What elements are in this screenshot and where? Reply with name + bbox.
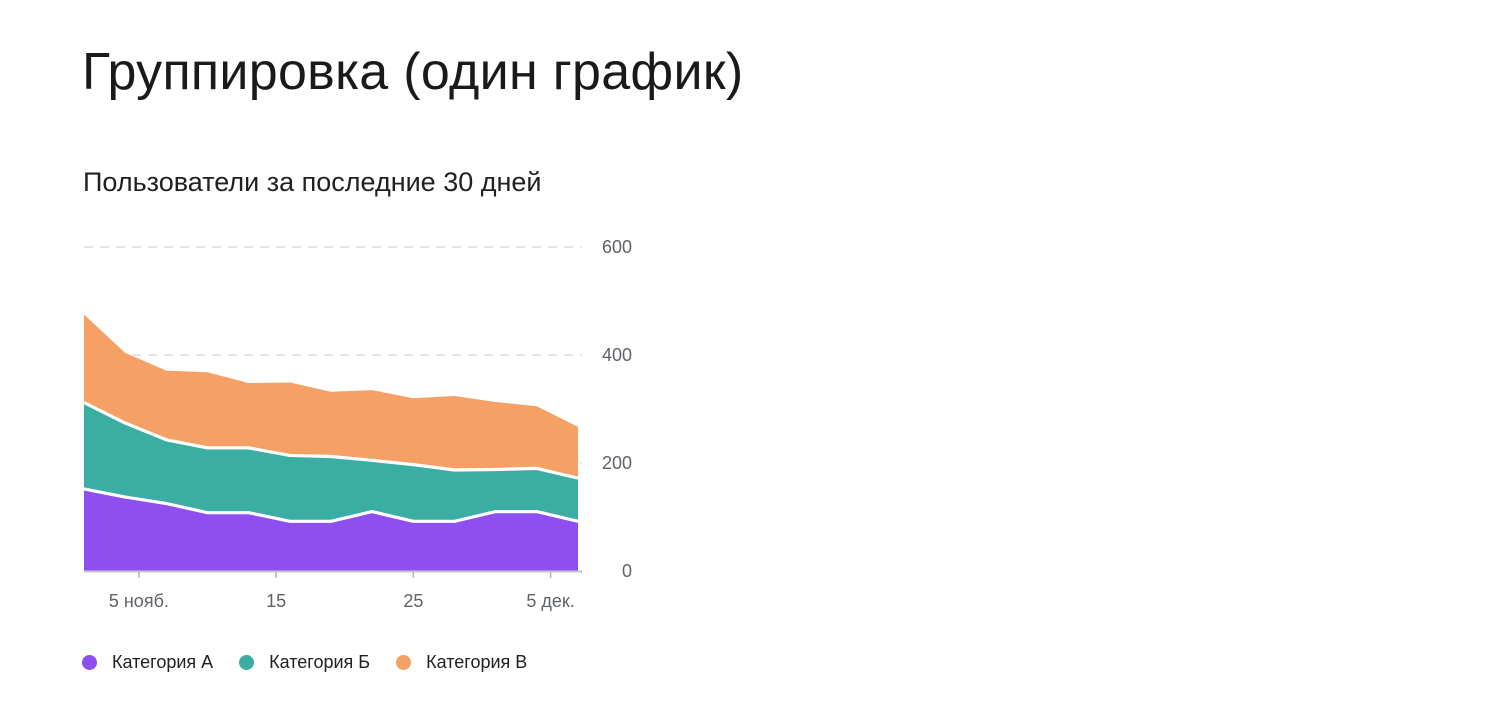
boundary-line-layer — [83, 401, 579, 523]
chart-legend: Категория А Категория Б Категория В — [82, 652, 527, 673]
legend-item: Категория В — [396, 652, 527, 673]
area-Категория Б — [84, 402, 578, 522]
legend-swatch-icon — [82, 655, 97, 670]
axis-layer: 0 200 400 600 5 нояб. 15 25 5 дек. — [84, 237, 632, 611]
x-tick-label: 25 — [403, 591, 423, 611]
x-tick-label: 5 дек. — [526, 591, 574, 611]
legend-label: Категория А — [112, 652, 214, 672]
y-tick-label: 600 — [602, 237, 632, 257]
x-tick-label: 15 — [266, 591, 286, 611]
boundary-line — [83, 487, 579, 523]
area-Категория В — [84, 314, 578, 479]
legend-item: Категория А — [82, 652, 213, 673]
y-tick-label: 400 — [602, 345, 632, 365]
legend-swatch-icon — [239, 655, 255, 670]
boundary-line — [83, 401, 579, 480]
legend-swatch-icon — [396, 655, 412, 670]
y-tick-label: 200 — [602, 453, 632, 473]
area-layer — [84, 314, 578, 571]
legend-label: Категория В — [426, 652, 528, 672]
chart-title: Пользователи за последние 30 дней — [83, 167, 542, 197]
legend-item: Категория Б — [239, 652, 370, 673]
legend-label: Категория Б — [269, 652, 371, 672]
x-tick-label: 5 нояб. — [109, 591, 169, 611]
page-title: Группировка (один график) — [82, 43, 744, 101]
area-Категория А — [84, 488, 578, 571]
y-tick-label: 0 — [622, 561, 632, 581]
